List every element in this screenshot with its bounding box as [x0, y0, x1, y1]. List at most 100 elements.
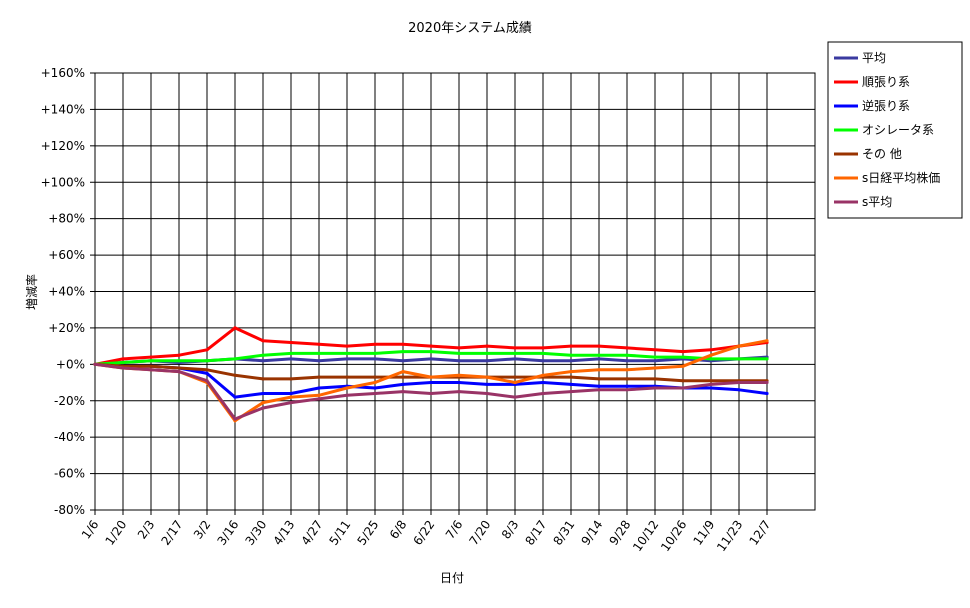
y-tick-label: +140%	[41, 102, 85, 116]
series-2-point	[261, 391, 265, 396]
series-1-point	[345, 344, 349, 348]
series-1-point	[261, 339, 265, 343]
series-0-point	[569, 359, 573, 363]
series-5-point	[513, 380, 517, 385]
series-1-point	[289, 340, 293, 345]
series-0-point	[653, 359, 657, 363]
series-6-point	[429, 391, 433, 396]
x-tick-label: 12/7	[747, 518, 774, 548]
series-1-point	[485, 344, 489, 348]
series-1-point	[681, 350, 685, 354]
series-3-point	[457, 351, 461, 355]
series-6-point	[149, 368, 153, 372]
y-tick-label: +80%	[48, 212, 85, 226]
chart-title: 2020年システム成績	[408, 21, 532, 36]
series-0-point	[429, 357, 433, 361]
series-0-point	[625, 359, 629, 363]
series-0-point	[317, 359, 321, 363]
x-tick-label: 11/9	[691, 518, 718, 548]
series-4-point	[569, 375, 573, 379]
series-1-point	[401, 342, 405, 346]
series-6-point	[681, 386, 685, 390]
series-6-point	[205, 379, 209, 383]
series-2-point	[457, 380, 461, 385]
series-2-point	[289, 391, 293, 396]
series-5-point	[401, 370, 405, 374]
series-5-point	[317, 393, 321, 397]
y-tick-label: -80%	[54, 503, 85, 517]
series-1-point	[149, 355, 153, 359]
series-3-point	[205, 359, 209, 363]
y-tick-label: +40%	[48, 285, 85, 299]
series-3-point	[597, 353, 601, 357]
series-6-point	[513, 395, 517, 399]
x-tick-label: 11/23	[714, 518, 745, 554]
y-tick-labels: +160% +140% +120% +100% +80% +60% +40% +20% +0% -…	[41, 66, 85, 517]
series-0-point	[485, 359, 489, 363]
legend-label: その 他	[862, 147, 902, 161]
series-5-point	[653, 366, 657, 370]
series-4-point	[513, 375, 517, 379]
series-0-point	[345, 357, 349, 361]
series-5-point	[541, 373, 545, 377]
series-6-point	[569, 390, 573, 394]
series-5-point	[681, 364, 685, 368]
series-3-point	[149, 359, 153, 363]
series-1-point	[429, 344, 433, 348]
series-2-point	[485, 382, 489, 386]
series-0-point	[373, 357, 377, 361]
x-tick-label: 2/3	[135, 518, 158, 542]
legend-label: s日経平均株価	[862, 170, 940, 185]
legend-label: s平均	[862, 195, 892, 209]
series-2-point	[597, 384, 601, 388]
series-4-point	[681, 379, 685, 383]
series-2-point	[233, 395, 237, 399]
series-4-point	[597, 377, 601, 381]
y-tick-label: +100%	[41, 175, 85, 189]
series-2-point	[737, 388, 741, 392]
series-6-point	[373, 391, 377, 396]
series-4-point	[261, 377, 265, 381]
series-5-point	[261, 401, 265, 405]
series-4-point	[373, 375, 377, 379]
x-tick-label: 4/27	[299, 518, 326, 548]
series-1-point	[317, 342, 321, 346]
series-lines	[93, 326, 769, 423]
series-5-point	[765, 339, 769, 343]
legend-label: 逆張り系	[862, 98, 910, 113]
series-6-point	[597, 388, 601, 392]
x-tick-label: 8/3	[499, 518, 522, 542]
series-5-point	[597, 368, 601, 372]
x-tick-label: 5/25	[355, 518, 382, 548]
series-6-point	[737, 380, 741, 385]
series-3-point	[121, 360, 125, 365]
series-4-point	[289, 377, 293, 381]
series-4-point	[317, 375, 321, 379]
x-tick-labels: 1/6 1/20 2/3 2/17 3/2 3/16 3/30 4/13 4/27 5/11 5/2…	[79, 518, 774, 554]
grid	[90, 72, 816, 515]
series-3-point	[485, 351, 489, 355]
series-1-point	[597, 344, 601, 348]
x-tick-label: 10/12	[630, 518, 661, 554]
series-0-point	[457, 359, 461, 363]
x-tick-label: 8/31	[551, 518, 578, 548]
series-5-point	[457, 373, 461, 377]
series-6-point	[121, 366, 125, 370]
series-0-point	[261, 359, 265, 363]
x-tick-label: 7/20	[467, 518, 494, 548]
series-6-point	[401, 390, 405, 394]
series-3-point	[373, 351, 377, 355]
series-3-point	[709, 357, 713, 361]
series-6-point	[289, 401, 293, 405]
series-5-point	[569, 370, 573, 374]
x-tick-label: 6/22	[411, 518, 438, 548]
x-tick-label: 10/26	[658, 518, 689, 554]
series-4-point	[625, 377, 629, 381]
series-3-point	[765, 357, 769, 361]
series-4-point	[149, 364, 153, 368]
series-3-point	[653, 355, 657, 359]
series-2-point	[765, 391, 769, 396]
series-5-point	[485, 375, 489, 379]
series-1-point	[653, 348, 657, 352]
